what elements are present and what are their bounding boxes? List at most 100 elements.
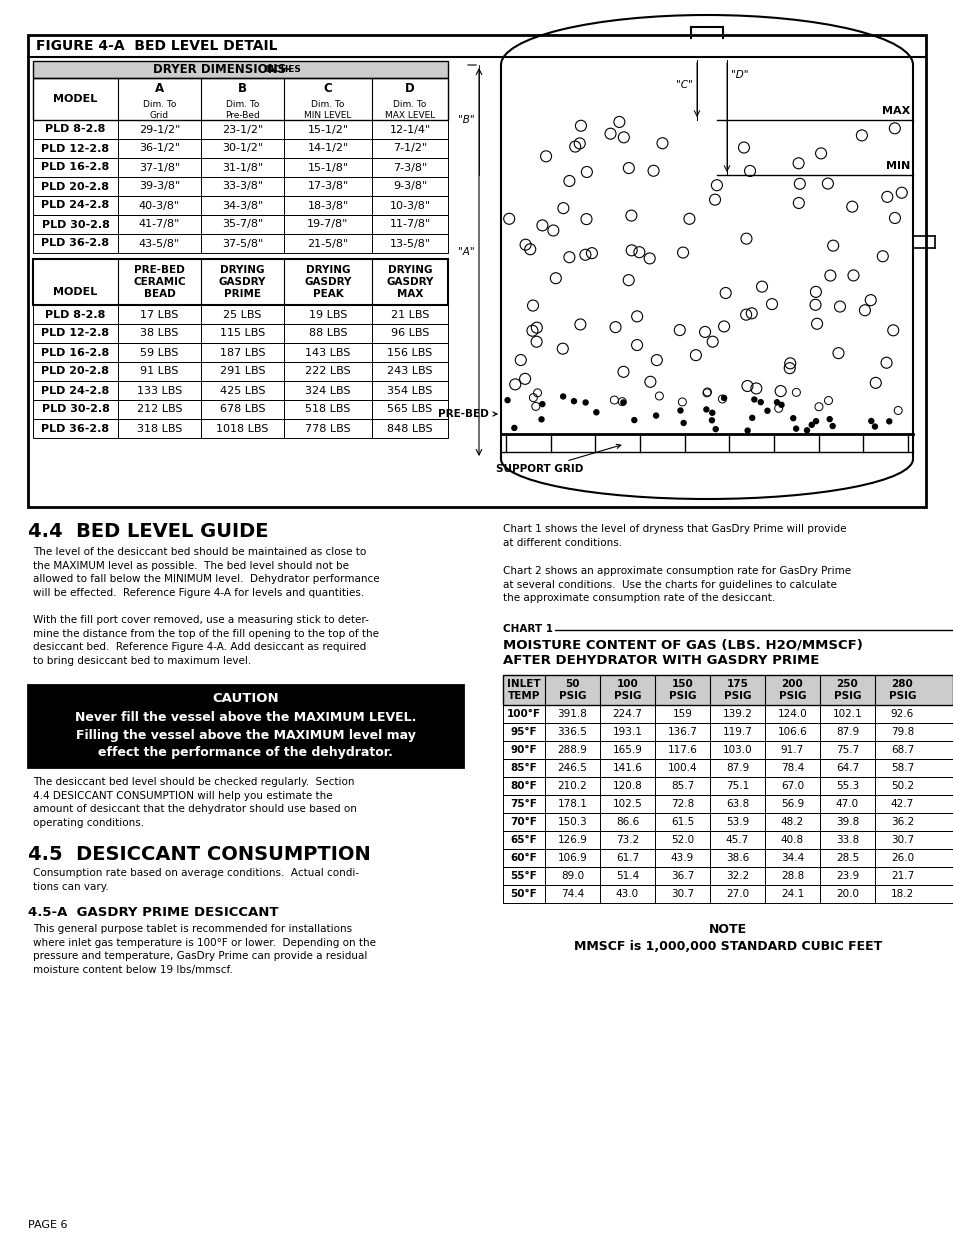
- Text: 14-1/2": 14-1/2": [307, 143, 348, 153]
- Text: PRE-BED
CERAMIC
BEAD: PRE-BED CERAMIC BEAD: [133, 266, 186, 299]
- Bar: [33, 177, 448, 196]
- Text: 61.5: 61.5: [670, 818, 694, 827]
- Text: 35-7/8": 35-7/8": [222, 220, 263, 230]
- Text: 29-1/2": 29-1/2": [139, 125, 180, 135]
- Text: 250
PSIG: 250 PSIG: [833, 679, 861, 700]
- Text: MOISTURE CONTENT OF GAS (LBS. H2O/MMSCF)
AFTER DEHYDRATOR WITH GASDRY PRIME: MOISTURE CONTENT OF GAS (LBS. H2O/MMSCF)…: [502, 638, 862, 667]
- Text: 280
PSIG: 280 PSIG: [888, 679, 915, 700]
- Text: DRYING
GASDRY
MAX: DRYING GASDRY MAX: [386, 266, 434, 299]
- Text: Never fill the vessel above the MAXIMUM LEVEL.
Filling the vessel above the MAXI: Never fill the vessel above the MAXIMUM …: [74, 711, 416, 760]
- Text: 51.4: 51.4: [616, 871, 639, 881]
- Text: 9-3/8": 9-3/8": [393, 182, 427, 191]
- Text: 30.7: 30.7: [890, 835, 913, 845]
- Text: 778 LBS: 778 LBS: [305, 424, 351, 433]
- Bar: [33, 120, 448, 140]
- Bar: [33, 362, 448, 382]
- Circle shape: [829, 424, 834, 429]
- Bar: [33, 305, 448, 324]
- Text: 91.7: 91.7: [781, 745, 803, 755]
- Text: 37-1/8": 37-1/8": [139, 163, 180, 173]
- Text: 23-1/2": 23-1/2": [222, 125, 263, 135]
- Text: 78.4: 78.4: [781, 763, 803, 773]
- Text: 25 LBS: 25 LBS: [223, 310, 261, 320]
- Bar: [502, 885, 952, 903]
- Text: 848 LBS: 848 LBS: [387, 424, 433, 433]
- Text: 47.0: 47.0: [835, 799, 858, 809]
- Text: 143 LBS: 143 LBS: [305, 347, 351, 357]
- Text: FIGURE 4-A  BED LEVEL DETAIL: FIGURE 4-A BED LEVEL DETAIL: [36, 40, 277, 53]
- Text: 7-1/2": 7-1/2": [393, 143, 427, 153]
- Text: Dim. To
MAX LEVEL: Dim. To MAX LEVEL: [384, 100, 435, 120]
- Circle shape: [779, 403, 783, 408]
- Text: 85°F: 85°F: [510, 763, 537, 773]
- Circle shape: [720, 395, 726, 400]
- Text: 102.5: 102.5: [612, 799, 641, 809]
- Text: 68.7: 68.7: [890, 745, 913, 755]
- Text: 23.9: 23.9: [835, 871, 859, 881]
- Bar: [502, 777, 952, 795]
- Bar: [33, 158, 448, 177]
- Text: 15-1/8": 15-1/8": [307, 163, 348, 173]
- Text: 50
PSIG: 50 PSIG: [558, 679, 586, 700]
- Text: 52.0: 52.0: [670, 835, 694, 845]
- Text: 243 LBS: 243 LBS: [387, 367, 433, 377]
- Text: DRYING
GASDRY
PRIME: DRYING GASDRY PRIME: [218, 266, 266, 299]
- Text: 88 LBS: 88 LBS: [309, 329, 347, 338]
- Text: PLD 36-2.8: PLD 36-2.8: [41, 238, 110, 248]
- Text: 43.0: 43.0: [616, 889, 639, 899]
- Text: Consumption rate based on average conditions.  Actual condi-
tions can vary.: Consumption rate based on average condit…: [33, 868, 358, 892]
- Circle shape: [826, 416, 831, 421]
- Text: 32.2: 32.2: [725, 871, 748, 881]
- Text: "C": "C": [676, 80, 692, 90]
- Text: 212 LBS: 212 LBS: [136, 405, 182, 415]
- Text: PLD 36-2.8: PLD 36-2.8: [41, 424, 110, 433]
- Text: 75°F: 75°F: [510, 799, 537, 809]
- Circle shape: [758, 400, 762, 405]
- Text: Dim. To
Grid: Dim. To Grid: [143, 100, 176, 120]
- Text: 126.9: 126.9: [557, 835, 587, 845]
- Text: 38.6: 38.6: [725, 853, 748, 863]
- Text: 95°F: 95°F: [510, 727, 537, 737]
- Text: 80°F: 80°F: [510, 781, 537, 790]
- Text: 115 LBS: 115 LBS: [219, 329, 265, 338]
- Text: 175
PSIG: 175 PSIG: [723, 679, 750, 700]
- Circle shape: [751, 396, 756, 403]
- Text: D: D: [405, 83, 415, 95]
- Text: NOTE
MMSCF is 1,000,000 STANDARD CUBIC FEET: NOTE MMSCF is 1,000,000 STANDARD CUBIC F…: [574, 923, 882, 953]
- Text: 288.9: 288.9: [557, 745, 587, 755]
- Text: 50°F: 50°F: [510, 889, 537, 899]
- Text: 425 LBS: 425 LBS: [219, 385, 265, 395]
- Circle shape: [793, 426, 798, 431]
- Text: 324 LBS: 324 LBS: [305, 385, 351, 395]
- Text: 18-3/8": 18-3/8": [307, 200, 348, 210]
- Text: CHART 1: CHART 1: [502, 624, 553, 634]
- Text: 63.8: 63.8: [725, 799, 748, 809]
- Circle shape: [680, 420, 685, 425]
- Text: 291 LBS: 291 LBS: [219, 367, 265, 377]
- Text: 60°F: 60°F: [510, 853, 537, 863]
- Text: 33.8: 33.8: [835, 835, 859, 845]
- Text: PLD 24-2.8: PLD 24-2.8: [41, 385, 110, 395]
- Text: SUPPORT GRID: SUPPORT GRID: [496, 445, 620, 474]
- Bar: [502, 705, 952, 722]
- Text: 61.7: 61.7: [616, 853, 639, 863]
- Circle shape: [872, 424, 877, 429]
- Text: 28.5: 28.5: [835, 853, 859, 863]
- Text: PLD 16-2.8: PLD 16-2.8: [41, 347, 110, 357]
- Text: 30.7: 30.7: [670, 889, 694, 899]
- Text: The level of the desiccant bed should be maintained as close to
the MAXIMUM leve: The level of the desiccant bed should be…: [33, 547, 379, 598]
- Text: PLD 20-2.8: PLD 20-2.8: [42, 182, 110, 191]
- Text: 36-1/2": 36-1/2": [139, 143, 180, 153]
- Bar: [28, 685, 462, 767]
- Text: 39-3/8": 39-3/8": [139, 182, 180, 191]
- Text: 165.9: 165.9: [612, 745, 641, 755]
- Bar: [33, 196, 448, 215]
- Bar: [33, 324, 448, 343]
- Text: 100.4: 100.4: [667, 763, 697, 773]
- Text: 15-1/2": 15-1/2": [307, 125, 348, 135]
- Text: 43.9: 43.9: [670, 853, 694, 863]
- Text: 565 LBS: 565 LBS: [387, 405, 432, 415]
- Text: 354 LBS: 354 LBS: [387, 385, 433, 395]
- Bar: [33, 382, 448, 400]
- Text: 124.0: 124.0: [777, 709, 806, 719]
